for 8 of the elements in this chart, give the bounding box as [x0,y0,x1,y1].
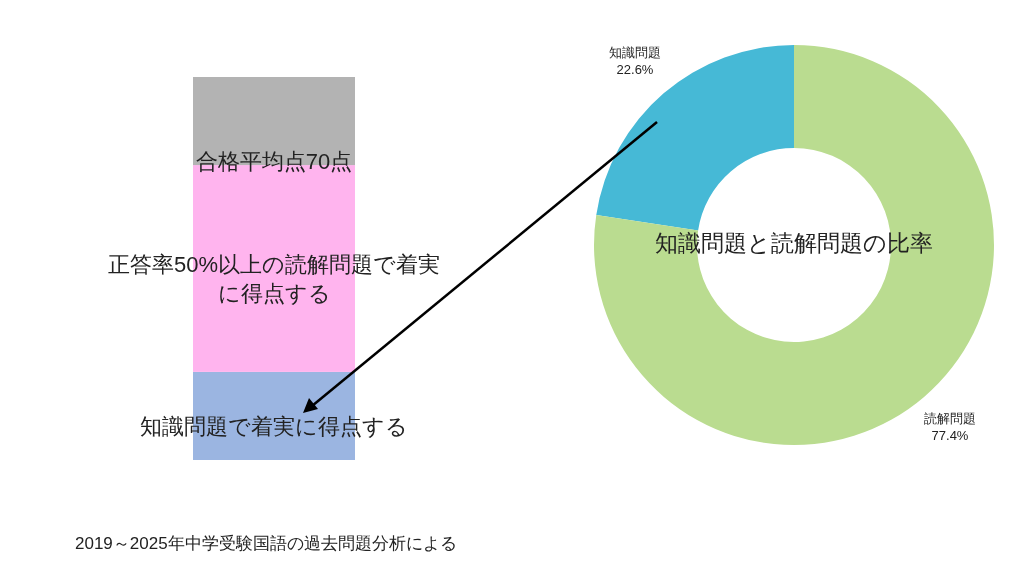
annotation: 合格平均点70点 [195,148,353,174]
series-label: 正答率50%以上の読解問題で着実に得点する [107,252,441,306]
data-label: 22.6% [616,61,654,77]
text: 2019～2025年中学受験国語の過去問題分析による [75,534,457,554]
slice-label: 知識問題 [609,44,661,60]
slice-label: 読解問題 [924,410,976,426]
series-label: 知識問題で着実に得点する [140,413,408,439]
data-label: 77.4% [931,427,969,443]
